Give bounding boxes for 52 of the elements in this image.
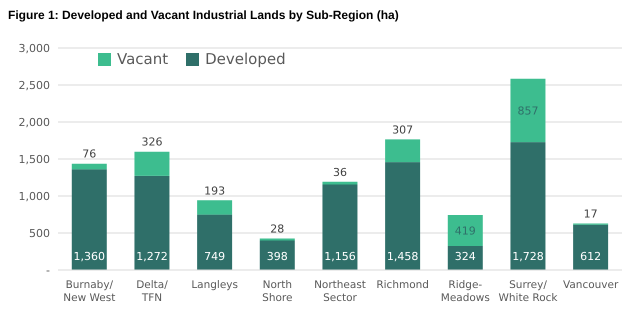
- bar: [72, 164, 107, 170]
- bar: [385, 162, 420, 270]
- legend-label: Vacant: [116, 50, 168, 68]
- bar: [197, 214, 232, 270]
- x-tick-label: Ridge-Meadows: [440, 279, 490, 304]
- bar: [510, 78, 546, 142]
- bar: [134, 176, 170, 270]
- y-tick-label: 2,500: [18, 78, 50, 92]
- legend-label: Developed: [204, 50, 286, 68]
- data-label: 857: [517, 104, 538, 118]
- bar: [573, 224, 608, 270]
- data-label: 193: [204, 184, 226, 198]
- data-label: 1,156: [324, 250, 356, 263]
- bar: [134, 152, 170, 176]
- data-label: 1,728: [512, 250, 544, 263]
- bar: [322, 184, 358, 270]
- bar: [448, 215, 483, 246]
- x-tick-label: Surrey/ White Rock: [498, 279, 558, 304]
- data-label: 17: [584, 207, 598, 220]
- data-label: 1,458: [386, 250, 418, 263]
- data-label: 419: [454, 224, 476, 238]
- x-tick-label: Langleys: [191, 279, 238, 291]
- data-label: 612: [580, 250, 602, 263]
- y-tick-label: 3,000: [18, 42, 50, 55]
- bar: [72, 169, 107, 270]
- bar: [197, 200, 232, 215]
- y-tick-label: -: [46, 264, 50, 277]
- y-tick-label: 500: [29, 226, 50, 240]
- data-label: 324: [454, 250, 476, 263]
- y-tick-label: 1,500: [18, 152, 50, 166]
- x-tick-label: Burnaby/ New West: [63, 279, 116, 304]
- bar: [260, 238, 295, 241]
- x-tick-label: Richmond: [376, 279, 429, 291]
- data-label: 76: [82, 148, 96, 161]
- bar: [510, 142, 546, 270]
- data-label: 28: [270, 222, 284, 236]
- data-label: 307: [392, 123, 414, 136]
- data-label: 398: [266, 250, 288, 263]
- data-label: 749: [204, 250, 226, 263]
- data-label: 36: [332, 166, 347, 179]
- x-tick-label: Vancouver: [563, 279, 619, 291]
- data-label: 326: [141, 136, 162, 149]
- y-tick-label: 1,000: [18, 190, 50, 203]
- chart-title: Figure 1: Developed and Vacant Industrial Lands by Sub-Region (ha): [8, 8, 400, 24]
- data-label: 1,272: [136, 250, 168, 263]
- data-label: 1,360: [74, 250, 106, 263]
- bar: [322, 182, 358, 184]
- x-tick-label: Northeast Sector: [314, 279, 366, 304]
- y-tick-label: 2,000: [18, 116, 50, 129]
- x-tick-label: North Shore: [262, 279, 292, 304]
- bar: [385, 139, 420, 162]
- x-tick-label: Delta/ TFN: [136, 279, 168, 304]
